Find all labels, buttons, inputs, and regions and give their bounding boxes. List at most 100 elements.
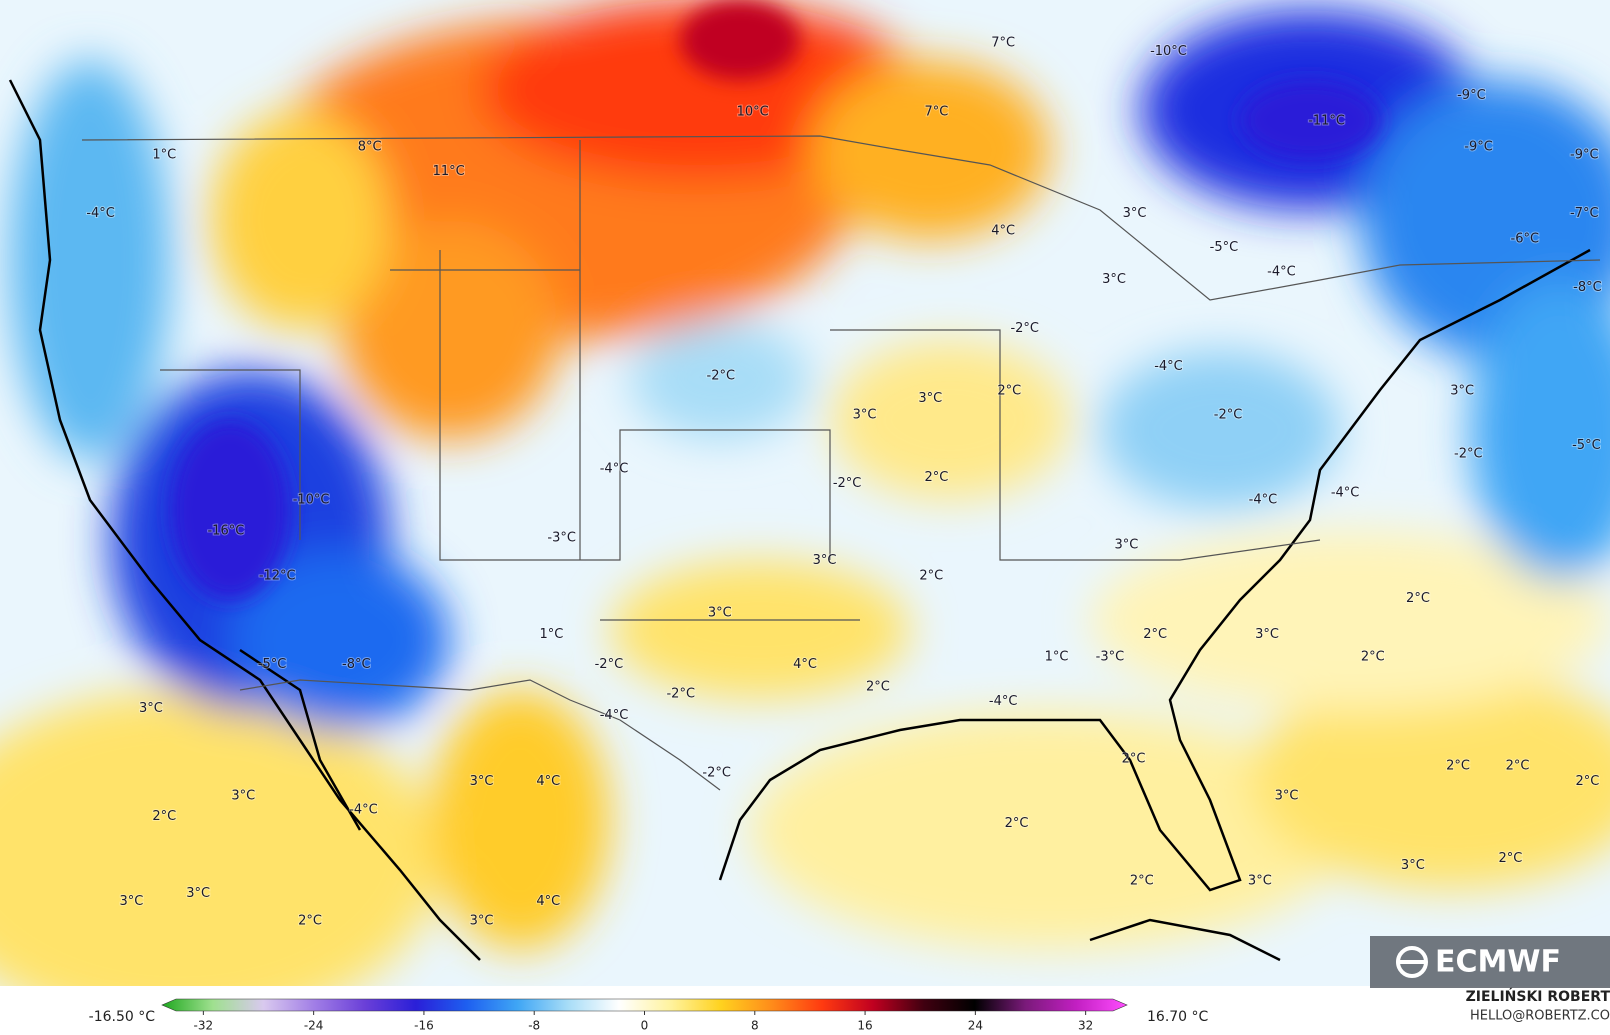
temperature-label: -2°C bbox=[702, 766, 731, 781]
temperature-label: 3°C bbox=[139, 701, 163, 716]
colorbar-tick-label: 24 bbox=[968, 1019, 983, 1033]
temperature-label: -9°C bbox=[1457, 88, 1486, 103]
temperature-label: 3°C bbox=[231, 788, 255, 803]
temperature-label: 2°C bbox=[152, 809, 176, 824]
temperature-label: -2°C bbox=[707, 368, 736, 383]
temperature-label: 7°C bbox=[924, 104, 948, 119]
colorbar-min: -16.50 °C bbox=[89, 1009, 156, 1025]
temperature-label: -5°C bbox=[1572, 438, 1601, 453]
temperature-label: -10°C bbox=[1150, 44, 1187, 59]
temperature-label: -6°C bbox=[1511, 232, 1540, 247]
colorbar-tick-label: 32 bbox=[1078, 1019, 1093, 1033]
temperature-label: 2°C bbox=[298, 914, 322, 929]
temperature-label: 10°C bbox=[737, 104, 769, 119]
temperature-label: 3°C bbox=[186, 886, 210, 901]
temperature-label: -2°C bbox=[833, 476, 862, 491]
temperature-label: 2°C bbox=[1575, 774, 1599, 789]
temperature-label: 1°C bbox=[539, 627, 563, 642]
temperature-label: 7°C bbox=[991, 36, 1015, 51]
temperature-label: -4°C bbox=[600, 462, 629, 477]
temperature-label: -7°C bbox=[1570, 206, 1599, 221]
temperature-label: -3°C bbox=[1096, 650, 1125, 665]
temperature-label: -16°C bbox=[207, 523, 244, 538]
temperature-label: 1°C bbox=[1045, 650, 1069, 665]
temperature-label: 2°C bbox=[1498, 851, 1522, 866]
temperature-label: 3°C bbox=[470, 914, 494, 929]
temperature-label: -8°C bbox=[342, 657, 371, 672]
temperature-label: -4°C bbox=[1331, 485, 1360, 500]
temperature-label: 3°C bbox=[470, 774, 494, 789]
temperature-label: 4°C bbox=[793, 657, 817, 672]
temperature-label: 3°C bbox=[708, 605, 732, 620]
temperature-label: -2°C bbox=[1214, 407, 1243, 422]
coastline bbox=[8, 79, 1591, 962]
temperature-label: -2°C bbox=[1454, 446, 1483, 461]
temperature-labels: 7°C -10°C -11°C -9°C -9°C -9°C -7°C -6°C -8°C 10°… bbox=[85, 35, 1602, 930]
temperature-label: -5°C bbox=[1210, 240, 1239, 255]
logo-text: ECMWF bbox=[1435, 945, 1561, 980]
temperature-label: 2°C bbox=[919, 569, 943, 584]
temperature-label: -4°C bbox=[600, 708, 629, 723]
temperature-label: -5°C bbox=[258, 657, 287, 672]
temperature-label: -11°C bbox=[1308, 114, 1345, 129]
temperature-label: 3°C bbox=[1123, 206, 1147, 221]
temperature-label: -2°C bbox=[595, 657, 624, 672]
temperature-label: -8°C bbox=[1573, 280, 1602, 295]
email: HELLO@ROBERTZ.CO bbox=[1470, 1009, 1610, 1024]
temperature-label: -4°C bbox=[1249, 493, 1278, 508]
temperature-label: -2°C bbox=[666, 687, 695, 702]
temperature-label: 2°C bbox=[1446, 758, 1470, 773]
temperature-label: 2°C bbox=[1506, 758, 1530, 773]
temperature-label: 2°C bbox=[866, 679, 890, 694]
colorbar-tick-label: 0 bbox=[641, 1019, 649, 1033]
temperature-label: 2°C bbox=[1005, 816, 1029, 831]
temperature-label: 11°C bbox=[433, 164, 465, 179]
temperature-label: 4°C bbox=[991, 224, 1015, 239]
temperature-label: 3°C bbox=[119, 894, 143, 909]
colorbar-tick-label: -8 bbox=[528, 1019, 540, 1033]
temperature-label: 3°C bbox=[853, 407, 877, 422]
temperature-label: 4°C bbox=[536, 894, 560, 909]
colorbar-tick-label: -32 bbox=[194, 1019, 214, 1033]
author: ZIELIŃSKI ROBERT bbox=[1466, 987, 1610, 1005]
colorbar-tick-label: 16 bbox=[857, 1019, 872, 1033]
temperature-label: 2°C bbox=[1122, 751, 1146, 766]
temperature-label: -4°C bbox=[1154, 359, 1183, 374]
temperature-label: 3°C bbox=[918, 391, 942, 406]
temperature-label: 2°C bbox=[997, 384, 1021, 399]
temperature-label: 8°C bbox=[358, 139, 382, 154]
temperature-label: 1°C bbox=[152, 148, 176, 163]
temperature-label: 2°C bbox=[1143, 627, 1167, 642]
colorbar-tick-label: -24 bbox=[304, 1019, 324, 1033]
colorbar: -32 -24 -16 -8 0 8 16 24 32 bbox=[161, 998, 1128, 1033]
temperature-label: -4°C bbox=[989, 694, 1018, 709]
temperature-label: 2°C bbox=[924, 470, 948, 485]
temperature-label: -4°C bbox=[349, 803, 378, 818]
colorbar-tick-label: -16 bbox=[414, 1019, 434, 1033]
temperature-label: -2°C bbox=[1010, 321, 1039, 336]
temperature-label: -3°C bbox=[547, 531, 576, 546]
temperature-label: 2°C bbox=[1361, 650, 1385, 665]
temperature-label: 3°C bbox=[1255, 627, 1279, 642]
borders bbox=[81, 135, 1601, 791]
temperature-label: 2°C bbox=[1406, 591, 1430, 606]
temperature-label: 3°C bbox=[1450, 384, 1474, 399]
temperature-label: -9°C bbox=[1570, 148, 1599, 163]
temperature-label: -9°C bbox=[1464, 139, 1493, 154]
colorbar-tick-label: 8 bbox=[751, 1019, 759, 1033]
temperature-label: 2°C bbox=[1130, 873, 1154, 888]
temperature-label: -12°C bbox=[259, 569, 296, 584]
temperature-label: 3°C bbox=[1401, 858, 1425, 873]
logo-icon bbox=[1396, 946, 1428, 978]
temperature-label: -4°C bbox=[1267, 265, 1296, 280]
colorbar-bar bbox=[161, 998, 1128, 1012]
temperature-label: -10°C bbox=[293, 493, 330, 508]
colorbar-max: 16.70 °C bbox=[1147, 1009, 1209, 1025]
temperature-label: -4°C bbox=[86, 206, 115, 221]
temperature-label: 3°C bbox=[1248, 873, 1272, 888]
temperature-label: 4°C bbox=[536, 774, 560, 789]
temperature-label: 3°C bbox=[1102, 272, 1126, 287]
temperature-label: 3°C bbox=[813, 553, 837, 568]
